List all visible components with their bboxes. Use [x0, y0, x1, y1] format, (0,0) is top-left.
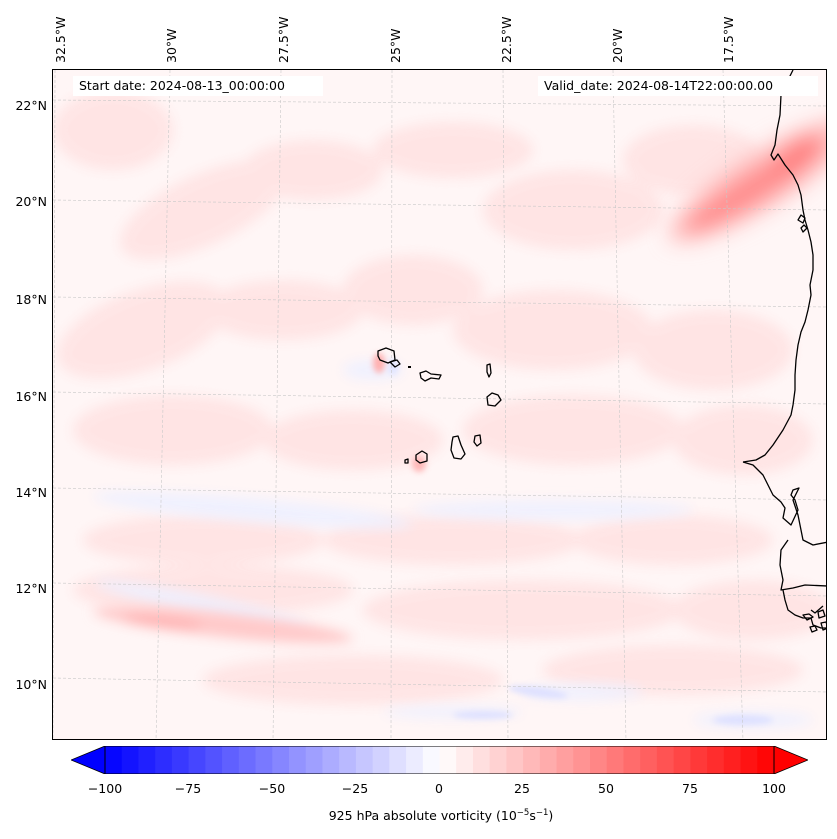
colorbar-segment	[238, 746, 257, 774]
colorbar-tick-label-neg50: −50	[258, 781, 286, 796]
colorbar-segment	[757, 746, 775, 774]
colorbar-segment	[606, 746, 624, 774]
colorbar-segment	[690, 746, 708, 774]
colorbar-max-extension-arrow	[773, 746, 808, 774]
colorbar-tick-label-neg75: −75	[174, 781, 202, 796]
start-date-label: Start date: 2024-08-13_00:00:00	[73, 76, 323, 96]
santiago-island	[450, 435, 466, 460]
colorbar-segment	[339, 746, 357, 774]
colorbar-segment	[656, 746, 675, 774]
colorbar-tick-label-75: 75	[682, 781, 698, 796]
colorbar-segment	[188, 746, 206, 774]
lat-label-20n: 20°N	[15, 194, 47, 209]
colorbar-segment	[707, 746, 725, 774]
colorbar-segment	[422, 746, 440, 774]
colorbar-segment	[456, 746, 474, 774]
fogo-island	[415, 450, 428, 464]
colorbar-segment	[305, 746, 323, 774]
colorbar-segment	[105, 746, 123, 774]
lat-label-10n: 10°N	[15, 677, 47, 692]
colorbar-tick-label-25: 25	[514, 781, 530, 796]
colorbar-tick-label-0: 0	[435, 781, 443, 796]
maio-island	[473, 434, 482, 447]
lon-label-30w: 30°W	[164, 28, 179, 63]
colorbar-segment	[121, 746, 139, 774]
colorbar-segment	[355, 746, 374, 774]
colorbar-segment	[506, 746, 524, 774]
africa-coastline-south	[742, 461, 826, 546]
colorbar-segment	[138, 746, 156, 774]
vorticity-field	[53, 70, 826, 739]
colorbar-segment	[723, 746, 742, 774]
brava-island	[404, 458, 409, 464]
sal-island	[486, 363, 492, 378]
colorbar-segment	[171, 746, 190, 774]
colorbar-segment	[205, 746, 223, 774]
lat-label-22n: 22°N	[15, 98, 47, 113]
colorbar-segment	[389, 746, 407, 774]
colorbar-segment	[255, 746, 273, 774]
colorbar-outline	[104, 746, 775, 774]
colorbar-min-extension-arrow	[71, 746, 106, 774]
colorbar-tick-label-50: 50	[598, 781, 614, 796]
colorbar-segment	[640, 746, 658, 774]
colorbar-segment	[590, 746, 608, 774]
valid-date-label: Valid_date: 2024-08-14T22:00:00.00	[538, 76, 818, 96]
colorbar-segment	[272, 746, 290, 774]
colorbar-segment	[406, 746, 424, 774]
sao-vicente-island	[389, 359, 401, 368]
negative-streaks	[453, 685, 773, 725]
colorbar-segment	[472, 746, 491, 774]
colorbar-segment	[556, 746, 574, 774]
colorbar-segment	[288, 746, 307, 774]
sao-nicolau-island	[419, 370, 442, 382]
lon-label-27-5w: 27.5°W	[276, 16, 291, 63]
lat-label-18n: 18°N	[15, 292, 47, 307]
coastlines	[377, 70, 826, 633]
colorbar	[71, 746, 808, 774]
africa-coastline-senegal	[782, 589, 826, 629]
lon-label-17-5w: 17.5°W	[721, 16, 736, 63]
graticule	[53, 70, 826, 739]
weak-positive-patches	[53, 90, 826, 705]
colorbar-segment	[623, 746, 641, 774]
colorbar-segment	[673, 746, 691, 774]
lat-label-14n: 14°N	[15, 485, 47, 500]
colorbar-segment	[740, 746, 758, 774]
colorbar-segment	[489, 746, 507, 774]
map-plot-area	[52, 69, 827, 740]
colorbar-segment	[155, 746, 173, 774]
africa-coastline-north	[742, 70, 814, 463]
colorbar-title: 925 hPa absolute vorticity (10−5s−1)	[328, 808, 554, 823]
colorbar-tick-label-neg100: −100	[87, 781, 123, 796]
colorbar-segments	[105, 746, 775, 774]
bissagos-islands	[802, 609, 826, 633]
lon-label-20w: 20°W	[610, 28, 625, 63]
boa-vista-island	[486, 392, 502, 407]
lon-label-25w: 25°W	[388, 28, 403, 63]
lon-label-22-5w: 22.5°W	[499, 16, 514, 63]
colorbar-segment	[539, 746, 558, 774]
colorbar-tick-label-100: 100	[762, 781, 786, 796]
colorbar-segment	[439, 746, 457, 774]
lon-label-32-5w: 32.5°W	[53, 16, 68, 63]
colorbar-segment	[322, 746, 340, 774]
colorbar-segment	[573, 746, 591, 774]
colorbar-segment	[222, 746, 240, 774]
colorbar-segment	[372, 746, 390, 774]
africa-coastline-guinea	[779, 539, 826, 591]
lat-label-12n: 12°N	[15, 581, 47, 596]
lat-label-16n: 16°N	[15, 389, 47, 404]
colorbar-segment	[523, 746, 541, 774]
colorbar-tick-label-neg25: −25	[341, 781, 369, 796]
